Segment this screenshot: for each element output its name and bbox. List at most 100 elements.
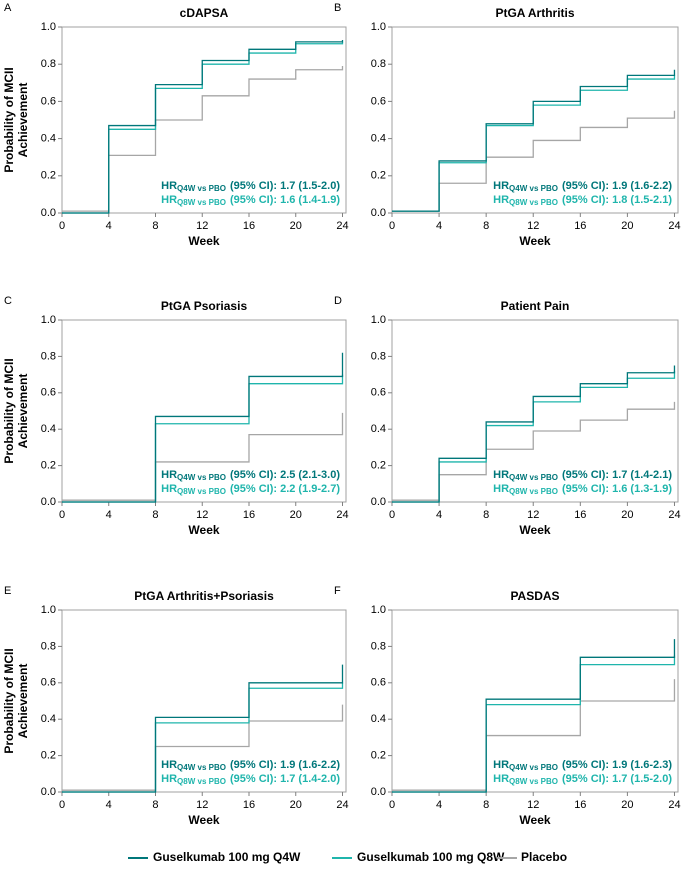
panel-letter: D xyxy=(334,295,342,307)
y-tick-label: 0.4 xyxy=(41,133,56,145)
x-tick-label: 24 xyxy=(336,799,348,811)
y-tick-label: 0.6 xyxy=(41,677,56,689)
hazard-ratio: HRQ8W vs PBO (95% CI): 1.8 (1.5-2.1) xyxy=(493,194,672,207)
y-axis-label: Achievement xyxy=(16,664,30,739)
x-tick-label: 0 xyxy=(59,220,65,232)
y-axis-label: Probability of MCII xyxy=(2,358,16,463)
hr-subscript: Q8W vs PBO xyxy=(509,198,558,207)
y-tick-label: 0.6 xyxy=(371,387,386,399)
step-line xyxy=(62,664,344,793)
hazard-ratio: HRQ4W vs PBO (95% CI): 1.9 (1.6-2.3) xyxy=(493,759,672,772)
hr-subscript: Q8W vs PBO xyxy=(177,487,226,496)
x-tick-label: 4 xyxy=(106,509,112,521)
y-tick-label: 0.2 xyxy=(41,750,56,762)
hazard-ratio: HRQ4W vs PBO (95% CI): 2.5 (2.1-3.0) xyxy=(161,469,340,482)
hr-text: (95% CI): 1.7 (1.4-2.0) xyxy=(230,773,340,785)
y-tick-label: 0.4 xyxy=(371,133,386,145)
hazard-ratio: HRQ4W vs PBO (95% CI): 1.9 (1.6-2.2) xyxy=(161,759,340,772)
hr-prefix: HR xyxy=(493,180,509,192)
x-tick-label: 16 xyxy=(574,220,586,232)
hr-subscript: Q8W vs PBO xyxy=(509,487,558,496)
hr-prefix: HR xyxy=(493,773,509,785)
plot-frame xyxy=(391,609,679,793)
step-line xyxy=(392,639,676,793)
y-tick-label: 0.2 xyxy=(41,460,56,472)
hr-subscript: Q4W vs PBO xyxy=(177,184,226,193)
y-tick-label: 0.0 xyxy=(371,786,386,798)
x-tick-label: 16 xyxy=(574,509,586,521)
hr-subscript: Q8W vs PBO xyxy=(509,777,558,786)
panel-letter: B xyxy=(334,2,341,14)
hr-prefix: HR xyxy=(161,469,177,481)
y-tick-label: 0.6 xyxy=(371,677,386,689)
y-tick-label: 0.2 xyxy=(371,750,386,762)
hr-text: (95% CI): 1.7 (1.5-2.0) xyxy=(230,180,340,192)
x-tick-label: 20 xyxy=(621,509,633,521)
hazard-ratio: HRQ8W vs PBO (95% CI): 1.6 (1.4-1.9) xyxy=(161,194,340,207)
y-tick-label: 0.4 xyxy=(371,713,386,725)
legend-label: Guselkumab 100 mg Q4W xyxy=(153,850,301,864)
y-tick-label: 1.0 xyxy=(41,314,56,326)
chart-title: PtGA Arthritis+Psoriasis xyxy=(134,589,274,603)
hr-prefix: HR xyxy=(161,759,177,771)
hazard-ratio: HRQ8W vs PBO (95% CI): 2.2 (1.9-2.7) xyxy=(161,483,340,496)
y-tick-label: 0.2 xyxy=(371,170,386,182)
hr-subscript: Q8W vs PBO xyxy=(177,777,226,786)
x-tick-label: 4 xyxy=(436,220,442,232)
y-tick-label: 0.6 xyxy=(41,387,56,399)
legend-label: Guselkumab 100 mg Q8W xyxy=(357,850,505,864)
y-tick-label: 0.4 xyxy=(41,713,56,725)
y-tick-label: 1.0 xyxy=(371,314,386,326)
hr-text: (95% CI): 1.8 (1.5-2.1) xyxy=(562,194,672,206)
step-line xyxy=(62,352,344,503)
hr-text: (95% CI): 1.7 (1.5-2.0) xyxy=(562,773,672,785)
x-tick-label: 24 xyxy=(336,509,348,521)
plot-frame xyxy=(61,609,347,793)
x-tick-label: 12 xyxy=(196,220,208,232)
y-tick-label: 1.0 xyxy=(371,604,386,616)
hr-prefix: HR xyxy=(161,483,177,495)
y-tick-label: 0.0 xyxy=(41,786,56,798)
x-tick-label: 16 xyxy=(574,799,586,811)
hr-prefix: HR xyxy=(161,773,177,785)
x-tick-label: 8 xyxy=(152,509,158,521)
hr-text: (95% CI): 1.6 (1.3-1.9) xyxy=(562,483,672,495)
hr-text: (95% CI): 1.6 (1.4-1.9) xyxy=(230,194,340,206)
x-axis-label: Week xyxy=(519,813,550,827)
y-axis-label: Achievement xyxy=(16,374,30,449)
x-tick-label: 24 xyxy=(336,220,348,232)
panel-letter: F xyxy=(334,585,341,597)
x-axis-label: Week xyxy=(188,813,219,827)
step-line xyxy=(392,69,676,212)
chart-title: PtGA Psoriasis xyxy=(161,299,248,313)
y-tick-label: 0.8 xyxy=(41,350,56,362)
x-tick-label: 8 xyxy=(483,799,489,811)
y-tick-label: 1.0 xyxy=(41,604,56,616)
y-tick-label: 0.2 xyxy=(371,460,386,472)
x-axis-label: Week xyxy=(188,523,219,537)
hazard-ratio: HRQ4W vs PBO (95% CI): 1.7 (1.4-2.1) xyxy=(493,469,672,482)
y-tick-label: 0.6 xyxy=(371,95,386,107)
x-tick-label: 0 xyxy=(389,509,395,521)
hr-prefix: HR xyxy=(493,469,509,481)
panel-letter: E xyxy=(4,585,11,597)
hazard-ratio: HRQ8W vs PBO (95% CI): 1.7 (1.4-2.0) xyxy=(161,773,340,786)
plot-frame xyxy=(391,26,679,214)
x-tick-label: 12 xyxy=(527,509,539,521)
hr-prefix: HR xyxy=(493,194,509,206)
y-tick-label: 0.8 xyxy=(41,58,56,70)
x-tick-label: 20 xyxy=(621,220,633,232)
hr-text: (95% CI): 1.7 (1.4-2.1) xyxy=(562,469,672,481)
hr-subscript: Q8W vs PBO xyxy=(177,198,226,207)
hr-subscript: Q4W vs PBO xyxy=(177,473,226,482)
x-tick-label: 24 xyxy=(668,799,680,811)
x-tick-label: 12 xyxy=(196,509,208,521)
x-tick-label: 24 xyxy=(668,509,680,521)
x-tick-label: 0 xyxy=(389,220,395,232)
x-tick-label: 8 xyxy=(483,220,489,232)
hr-text: (95% CI): 1.9 (1.6-2.3) xyxy=(562,759,672,771)
x-tick-label: 20 xyxy=(290,799,302,811)
x-tick-label: 20 xyxy=(290,220,302,232)
x-tick-label: 20 xyxy=(290,509,302,521)
step-line xyxy=(62,40,344,214)
